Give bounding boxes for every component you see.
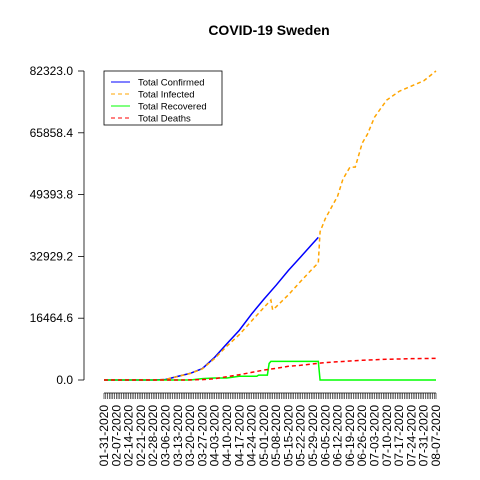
x-tick-label: 03-27-2020 <box>195 405 209 467</box>
legend-label: Total Recovered <box>138 102 207 113</box>
y-ticks: 0.0 16464.6 32929.2 49393.8 65858.4 82323.0 <box>30 64 84 387</box>
x-tick-label: 03-20-2020 <box>183 405 197 467</box>
series-line-total-recovered <box>104 360 436 381</box>
x-tick-label: 03-06-2020 <box>158 405 172 467</box>
x-tick-label: 06-05-2020 <box>318 405 332 467</box>
legend-box <box>103 70 223 126</box>
legend-label: Total Deaths <box>138 114 191 125</box>
x-ticks: 01-31-202002-07-202002-14-202002-21-2020… <box>97 393 443 466</box>
x-tick-label: 05-15-2020 <box>281 405 295 467</box>
legend-label: Total Infected <box>138 90 195 101</box>
x-tick-label: 07-10-2020 <box>380 405 394 467</box>
x-tick-label: 02-28-2020 <box>146 405 160 467</box>
x-tick-label: 04-24-2020 <box>245 405 259 467</box>
x-tick-label: 07-17-2020 <box>392 405 406 467</box>
x-tick-label: 04-03-2020 <box>208 405 222 467</box>
y-axis: 0.0 16464.6 32929.2 49393.8 65858.4 82323.0 <box>30 64 85 387</box>
x-tick-label: 05-08-2020 <box>269 405 283 467</box>
x-axis: 01-31-202002-07-202002-14-202002-21-2020… <box>97 392 443 466</box>
chart-title: COVID-19 Sweden <box>208 22 329 38</box>
series-line-total-deaths <box>104 357 437 381</box>
x-tick-label: 08-07-2020 <box>429 405 443 467</box>
y-tick-label: 32929.2 <box>30 249 74 263</box>
x-tick-label: 03-13-2020 <box>171 405 185 467</box>
y-tick-label: 16464.6 <box>30 311 74 325</box>
x-tick-label: 02-21-2020 <box>134 405 148 467</box>
x-tick-label: 02-07-2020 <box>109 405 123 467</box>
x-tick-label: 06-26-2020 <box>355 405 369 467</box>
y-tick-label: 0.0 <box>56 373 73 387</box>
x-tick-label: 06-19-2020 <box>343 405 357 467</box>
x-tick-label: 04-10-2020 <box>220 405 234 467</box>
x-tick-label: 07-31-2020 <box>417 405 431 467</box>
x-tick-label: 02-14-2020 <box>122 405 136 467</box>
x-tick-label: 07-24-2020 <box>404 405 418 467</box>
x-tick-label: 04-17-2020 <box>232 405 246 467</box>
series-line-total-infected <box>103 70 437 381</box>
x-tick-label: 05-29-2020 <box>306 405 320 467</box>
y-tick-label: 65858.4 <box>30 126 74 140</box>
series-line-total-confirmed <box>103 236 319 381</box>
y-tick-label: 49393.8 <box>30 188 74 202</box>
series-lines <box>103 70 437 381</box>
x-tick-label: 01-31-2020 <box>97 405 111 467</box>
y-tick-label: 82323.0 <box>30 64 74 78</box>
x-tick-label: 07-03-2020 <box>368 405 382 467</box>
legend-label: Total Confirmed <box>138 78 205 89</box>
x-tick-label: 06-12-2020 <box>331 405 345 467</box>
x-tick-label: 05-22-2020 <box>294 405 308 467</box>
x-tick-label: 05-01-2020 <box>257 405 271 467</box>
